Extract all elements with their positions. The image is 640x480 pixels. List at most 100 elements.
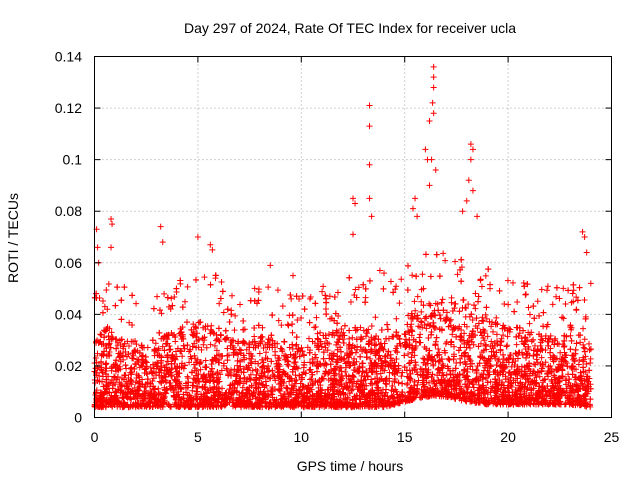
data-point: [320, 355, 327, 362]
data-point: [297, 380, 304, 387]
data-point: [96, 372, 103, 379]
data-point: [122, 348, 129, 355]
data-point: [312, 351, 319, 358]
data-point: [204, 395, 211, 402]
data-point: [346, 327, 353, 334]
data-point: [177, 385, 184, 392]
data-point: [160, 400, 167, 407]
data-point: [138, 362, 145, 369]
data-point: [529, 378, 536, 385]
data-point: [409, 345, 416, 352]
data-point: [334, 289, 341, 296]
data-point: [430, 361, 437, 368]
data-point: [544, 283, 551, 290]
data-point: [133, 341, 140, 348]
data-point: [319, 386, 326, 393]
data-point: [551, 354, 558, 361]
data-point: [579, 358, 586, 365]
data-point: [353, 368, 360, 375]
data-point: [361, 373, 368, 380]
data-point: [255, 340, 262, 347]
data-point: [272, 377, 279, 384]
data-point: [224, 306, 231, 313]
data-point: [358, 334, 365, 341]
data-point: [334, 320, 341, 327]
data-point: [201, 334, 208, 341]
data-point: [465, 301, 472, 308]
data-point: [359, 393, 366, 400]
data-point: [349, 334, 356, 341]
data-point: [500, 368, 507, 375]
data-point: [448, 299, 455, 306]
data-point: [286, 378, 293, 385]
data-point: [243, 378, 250, 385]
data-point: [252, 384, 259, 391]
data-point: [534, 346, 541, 353]
data-point: [184, 373, 191, 380]
data-point: [399, 380, 406, 387]
data-point: [314, 335, 321, 342]
data-point: [181, 298, 188, 305]
data-point: [389, 357, 396, 364]
data-point: [196, 378, 203, 385]
data-point: [293, 364, 300, 371]
data-point: [568, 326, 575, 333]
data-point: [461, 330, 468, 337]
data-point: [215, 389, 222, 396]
data-point: [512, 350, 519, 357]
data-point: [496, 287, 503, 294]
data-point: [318, 343, 325, 350]
data-point: [362, 333, 369, 340]
data-point: [407, 359, 414, 366]
data-point: [418, 298, 425, 305]
data-point: [186, 359, 193, 366]
data-point: [482, 272, 489, 279]
data-point: [248, 356, 255, 363]
data-point: [586, 346, 593, 353]
data-point: [462, 304, 469, 311]
data-point: [568, 389, 575, 396]
data-point: [129, 321, 136, 328]
data-point: [200, 341, 207, 348]
data-point: [312, 340, 319, 347]
data-point: [259, 324, 266, 331]
data-point: [156, 329, 163, 336]
data-point: [100, 352, 107, 359]
data-point: [469, 366, 476, 373]
data-point: [255, 322, 262, 329]
data-point: [402, 336, 409, 343]
data-point: [513, 324, 520, 331]
data-point: [567, 332, 574, 339]
data-point: [342, 368, 349, 375]
data-point: [479, 317, 486, 324]
data-point: [573, 294, 580, 301]
data-point: [228, 292, 235, 299]
data-point: [103, 327, 110, 334]
data-point: [420, 285, 427, 292]
data-point: [538, 286, 545, 293]
data-point: [147, 364, 154, 371]
data-point: [218, 279, 225, 286]
data-point: [202, 357, 209, 364]
data-point: [350, 360, 357, 367]
data-point: [569, 290, 576, 297]
data-point: [523, 354, 530, 361]
data-point: [172, 334, 179, 341]
data-point: [329, 332, 336, 339]
data-point: [418, 308, 425, 315]
data-point: [232, 377, 239, 384]
data-point: [319, 288, 326, 295]
data-point: [232, 312, 239, 319]
data-point: [158, 310, 165, 317]
data-point: [172, 399, 179, 406]
data-point: [349, 342, 356, 349]
data-point: [516, 368, 523, 375]
data-point: [207, 341, 214, 348]
data-point: [563, 387, 570, 394]
data-point: [570, 281, 577, 288]
data-point: [452, 258, 459, 265]
data-point: [398, 276, 405, 283]
data-point: [510, 279, 517, 286]
data-point: [551, 400, 558, 407]
data-point: [197, 366, 204, 373]
